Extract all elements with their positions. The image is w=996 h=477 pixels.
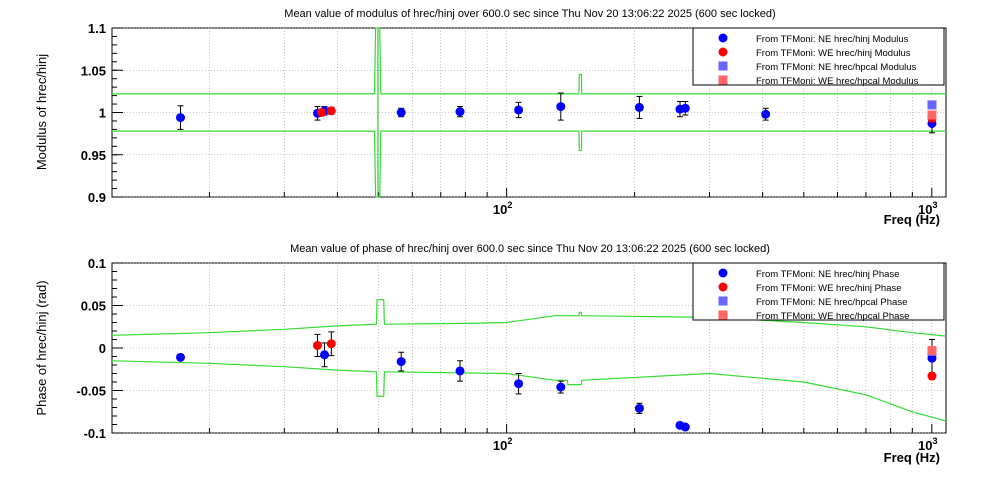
modulus-legend-marker — [718, 61, 728, 71]
modulus-legend-label: From TFMoni: NE hrec/hinj Modulus — [756, 34, 909, 45]
phase-legend-box — [692, 262, 945, 321]
phase-x-axis-label: Freq (Hz) — [884, 450, 940, 465]
modulus-x-axis-label: Freq (Hz) — [884, 212, 940, 227]
modulus-y-tick-label: 1 — [99, 106, 106, 121]
phase-point-series-1 — [326, 339, 336, 349]
phase-tolerance-band — [111, 299, 947, 422]
phase-legend: From TFMoni: NE hrec/hinj Phase From TFMo… — [692, 262, 945, 322]
phase-chart-title: Mean value of phase of hrec/hinj over 60… — [290, 243, 770, 255]
modulus-point-series-0 — [396, 108, 406, 117]
phase-legend-label: From TFMoni: NE hrec/hpcal Phase — [756, 297, 907, 308]
phase-legend-label: From TFMoni: NE hrec/hinj Phase — [756, 269, 899, 280]
phase-legend-marker — [718, 282, 728, 292]
modulus-point-series-0 — [680, 103, 690, 113]
phase-legend-marker — [718, 268, 728, 278]
phase-legend-label: From TFMoni: WE hrec/hpcal Phase — [756, 311, 909, 322]
phase-point-series-0 — [455, 366, 465, 376]
phase-y-tick-label: 0 — [99, 341, 106, 356]
modulus-point-series-0 — [455, 107, 465, 117]
modulus-y-tick-label: 0.9 — [88, 190, 106, 205]
modulus-point-series-0 — [556, 102, 566, 112]
modulus-legend-label: From TFMoni: WE hrec/hinj Modulus — [756, 48, 911, 59]
phase-legend-marker — [718, 296, 728, 306]
phase-legend-marker — [718, 310, 728, 320]
modulus-band-lower — [112, 130, 946, 198]
phase-x-tick-label: 102 — [493, 436, 512, 453]
phase-point-series-1 — [312, 340, 322, 350]
modulus-point-series-0 — [634, 102, 644, 112]
phase-point-series-0 — [320, 350, 330, 360]
modulus-legend-label: From TFMoni: WE hrec/hpcal Modulus — [756, 76, 919, 87]
modulus-legend-marker — [718, 75, 728, 85]
phase-point-series-0 — [634, 403, 644, 413]
modulus-y-tick-label: 1.05 — [81, 63, 106, 78]
modulus-legend-marker — [718, 47, 728, 57]
modulus-y-axis-label: Modulus of hrec/hinj — [34, 54, 49, 170]
modulus-y-tick-label: 0.95 — [81, 148, 106, 163]
phase-y-tick-label: 0.05 — [81, 299, 106, 314]
modulus-point-series-3 — [927, 110, 937, 120]
phase-band-lower — [111, 360, 947, 422]
phase-point-series-0 — [514, 379, 524, 389]
phase-band-upper — [111, 299, 947, 337]
phase-point-series-0 — [680, 422, 690, 432]
phase-y-axis-label: Phase of hrec/hinj (rad) — [34, 280, 49, 415]
modulus-data-points — [176, 92, 937, 134]
modulus-point-series-0 — [514, 105, 524, 115]
modulus-point-series-1 — [317, 108, 327, 117]
phase-data-points — [176, 331, 937, 432]
modulus-y-tick-label: 1.1 — [88, 21, 106, 36]
modulus-x-tick-label: 103 — [918, 200, 937, 217]
phase-y-tick-label: 0.1 — [88, 256, 106, 271]
phase-panel: Mean value of phase of hrec/hinj over 60… — [34, 243, 947, 465]
phase-point-series-0 — [927, 353, 937, 363]
phase-grid — [112, 262, 946, 434]
phase-y-tick-label: -0.05 — [76, 384, 106, 399]
modulus-legend-label: From TFMoni: NE hrec/hpcal Modulus — [756, 62, 917, 73]
modulus-point-series-0 — [761, 109, 771, 119]
modulus-x-tick-label: 102 — [493, 200, 512, 217]
phase-point-series-0 — [396, 357, 406, 367]
phase-point-series-3 — [927, 346, 937, 356]
modulus-panel: Mean value of modulus of hrec/hinj over … — [34, 8, 947, 227]
phase-y-tick-label: -0.1 — [84, 426, 106, 441]
modulus-point-series-2 — [927, 100, 937, 110]
modulus-legend-marker — [718, 33, 728, 43]
phase-point-series-0 — [176, 352, 186, 362]
phase-ticks: -0.1 -0.05 0 0.05 0.1 102 103 — [76, 256, 937, 453]
modulus-legend: From TFMoni: NE hrec/hinj Modulus From TF… — [692, 27, 945, 87]
modulus-point-series-1 — [326, 106, 336, 116]
phase-x-tick-label: 103 — [918, 436, 937, 453]
modulus-tolerance-band — [112, 27, 946, 198]
modulus-legend-box — [692, 27, 945, 86]
modulus-band-upper — [112, 27, 946, 95]
modulus-point-series-0 — [176, 113, 186, 123]
phase-legend-label: From TFMoni: WE hrec/hinj Phase — [756, 283, 902, 294]
phase-point-series-0 — [556, 382, 566, 392]
phase-point-series-1 — [927, 371, 937, 381]
modulus-chart-title: Mean value of modulus of hrec/hinj over … — [284, 8, 775, 20]
modulus-ticks: 0.9 0.95 1 1.05 1.1 102 103 — [81, 21, 938, 217]
